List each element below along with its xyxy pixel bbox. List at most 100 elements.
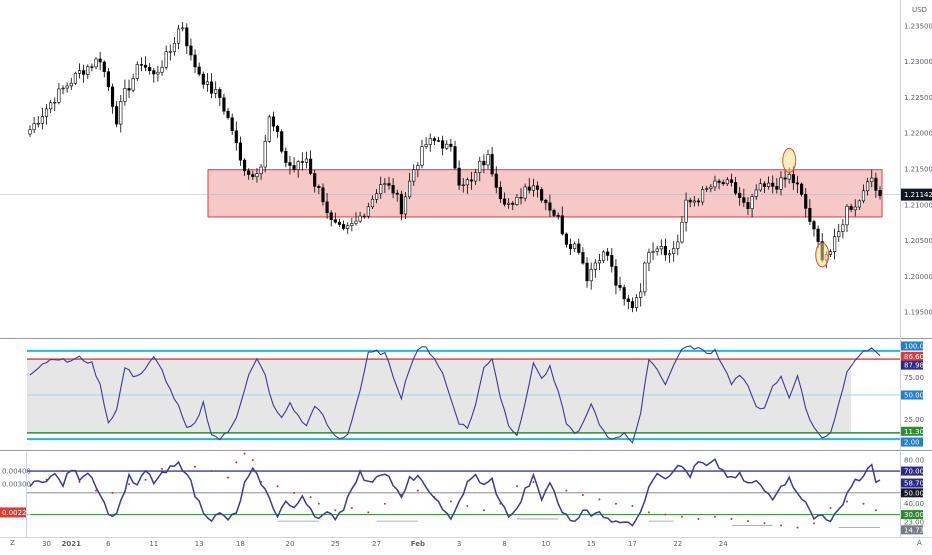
candle-body: [692, 200, 696, 203]
candle: [845, 204, 849, 233]
candle: [502, 192, 507, 207]
candle: [391, 178, 395, 199]
stochastic-tag: [901, 426, 923, 436]
candle: [251, 170, 255, 181]
candle-body: [325, 201, 329, 214]
osc-dot: [874, 509, 877, 512]
candle-body: [387, 183, 391, 186]
stochastic-tag-label: 2.00: [904, 439, 920, 447]
stochastic-pane[interactable]: [27, 345, 900, 444]
candle-body: [32, 123, 36, 131]
osc-tag-label: 14.73: [904, 526, 924, 534]
candle-body: [544, 199, 548, 204]
osc-dot: [779, 524, 782, 527]
osc-dot: [243, 452, 246, 455]
candle: [659, 239, 663, 255]
candle: [804, 187, 808, 218]
candle-body: [548, 202, 552, 211]
candle-body: [684, 199, 688, 223]
currency-label: USD: [912, 6, 927, 14]
time-tick-label: 2021: [62, 540, 82, 548]
candle-body: [482, 160, 486, 166]
candle-body: [441, 140, 445, 149]
candle: [800, 182, 804, 197]
candle: [119, 94, 123, 133]
stochastic-tag-label: 86.60: [904, 353, 924, 361]
candle: [866, 177, 870, 196]
candle-body: [255, 173, 259, 178]
candle: [515, 193, 519, 207]
candle-body: [634, 297, 639, 308]
price-pane[interactable]: [0, 21, 900, 313]
candle-body: [585, 262, 589, 282]
candle: [853, 199, 857, 217]
candle: [606, 247, 610, 261]
time-tick-label: 6: [106, 540, 111, 548]
candle: [98, 51, 102, 71]
candle: [309, 150, 313, 176]
stochastic-tag-label: 25.00: [904, 416, 924, 424]
candle: [511, 201, 515, 211]
candle-body: [713, 180, 717, 188]
candle: [432, 136, 436, 146]
candle-body: [494, 173, 498, 188]
candle: [181, 21, 185, 32]
resistance-support-zone: [207, 169, 883, 218]
stochastic-tag-label: 75.00: [904, 374, 924, 382]
candle-body: [610, 255, 614, 267]
candle: [53, 97, 57, 112]
candle-body: [667, 253, 672, 256]
osc-dot: [697, 517, 700, 520]
candle: [57, 83, 61, 105]
candle: [69, 77, 73, 90]
candle-body: [560, 215, 564, 235]
candle-body: [247, 170, 251, 175]
candle: [263, 134, 267, 173]
candle: [403, 192, 408, 220]
candle-body: [408, 180, 412, 198]
candle: [205, 73, 210, 92]
candle: [535, 181, 540, 198]
candle-body: [432, 138, 436, 141]
osc-dot: [647, 511, 650, 514]
candle-body: [214, 89, 218, 94]
candle: [284, 147, 288, 168]
osc-dot: [251, 459, 254, 462]
osc-tag-label: 80.00: [904, 457, 924, 465]
candle-body: [515, 196, 519, 205]
candle: [267, 114, 271, 143]
candle-body: [573, 243, 577, 249]
candle-body: [688, 199, 692, 203]
rsi-pane[interactable]: [27, 452, 900, 529]
candle: [713, 175, 717, 192]
candle: [453, 140, 457, 170]
candle-body: [841, 224, 845, 232]
candle: [490, 146, 494, 177]
candle-body: [861, 190, 866, 202]
candle: [420, 139, 424, 169]
osc-dot: [746, 520, 749, 523]
candle-body: [205, 81, 210, 85]
osc-dot: [227, 476, 230, 479]
candle-body: [721, 182, 725, 185]
osc-dot: [713, 515, 716, 518]
candle-body: [350, 223, 354, 226]
osc-tag: [901, 478, 923, 488]
candle-body: [102, 61, 106, 73]
osc-tag-label: 23.00: [904, 519, 924, 527]
candle-body: [680, 221, 684, 243]
candle: [651, 242, 655, 260]
candle-body: [230, 117, 234, 132]
candle-body: [57, 88, 61, 103]
candle: [544, 198, 548, 211]
osc-dot: [350, 507, 353, 510]
stochastic-tag: [901, 390, 923, 400]
candle: [214, 81, 218, 99]
candle-body: [61, 87, 65, 90]
candle-body: [700, 189, 705, 203]
osc-tag-label: 50.00: [904, 489, 924, 497]
candle: [242, 158, 247, 176]
candle: [135, 61, 139, 81]
osc-dot: [680, 515, 683, 518]
